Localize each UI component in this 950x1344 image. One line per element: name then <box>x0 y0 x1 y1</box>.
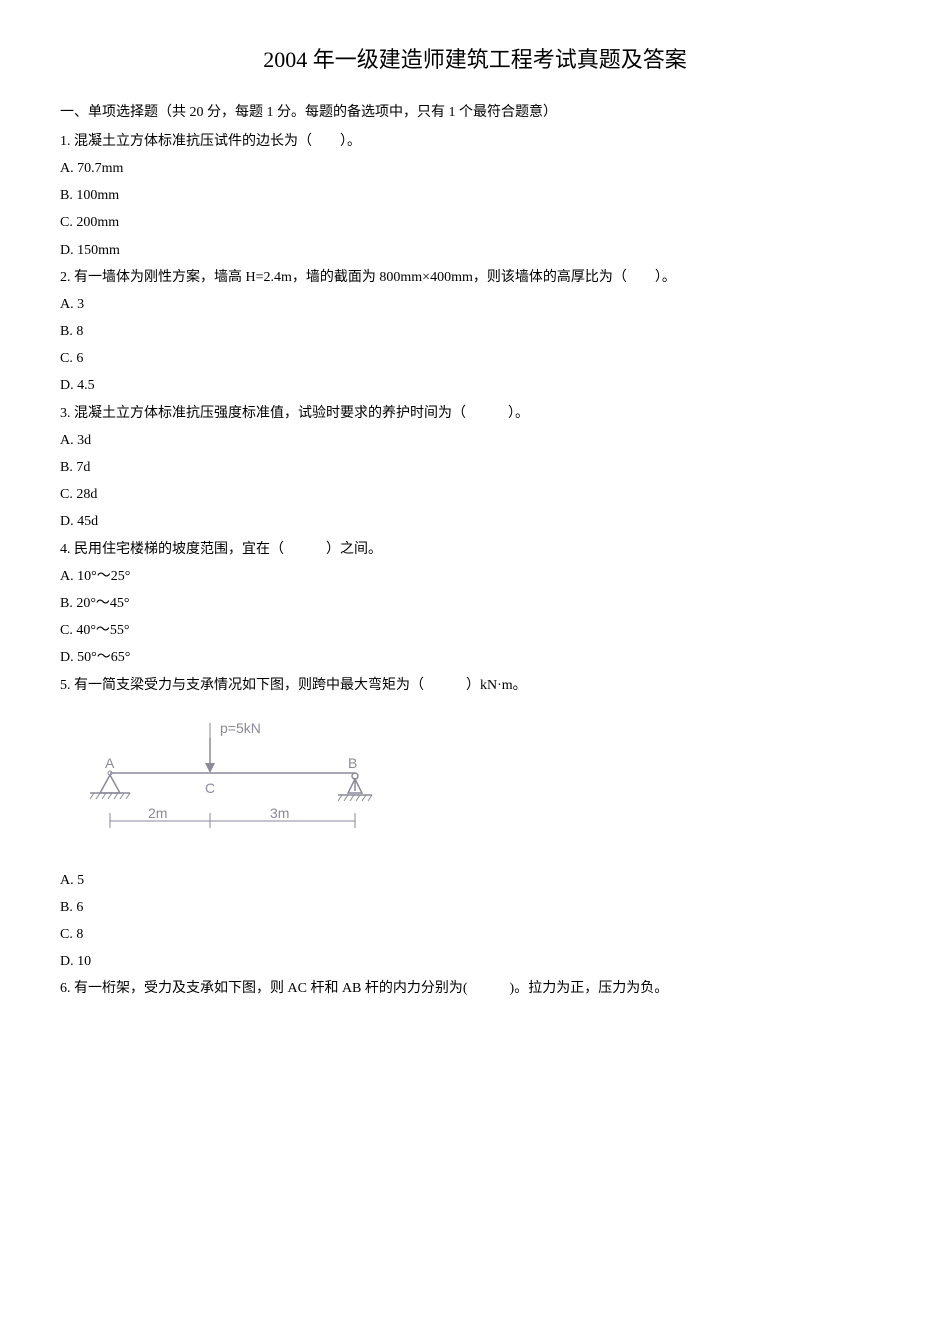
dim-left-label: 2m <box>148 805 167 821</box>
hatch-a-1 <box>90 793 94 799</box>
hatch-a-6 <box>120 793 124 799</box>
question-3: 3. 混凝土立方体标准抗压强度标准值，试验时要求的养护时间为（ ）。 <box>60 401 890 426</box>
point-c-label: C <box>205 780 215 796</box>
q1-option-c: C. 200mm <box>60 210 890 235</box>
q2-option-a: A. 3 <box>60 292 890 317</box>
q4-option-c: C. 40°～55° <box>60 618 890 643</box>
q2-option-d: D. 4.5 <box>60 373 890 398</box>
q5-option-a: A. 5 <box>60 868 890 893</box>
q4-option-d: D. 50°～65° <box>60 645 890 670</box>
force-arrow-head <box>205 763 215 773</box>
question-6: 6. 有一桁架，受力及支承如下图，则 AC 杆和 AB 杆的内力分别为( )。拉… <box>60 976 890 1001</box>
force-label: p=5kN <box>220 720 261 736</box>
q2-option-c: C. 6 <box>60 346 890 371</box>
q1-option-d: D. 150mm <box>60 238 890 263</box>
point-b-label: B <box>348 755 357 771</box>
q5-option-b: B. 6 <box>60 895 890 920</box>
q1-option-b: B. 100mm <box>60 183 890 208</box>
q5-option-d: D. 10 <box>60 949 890 974</box>
hatch-b-2 <box>344 795 348 801</box>
beam-diagram: p=5kN A B C <box>80 713 890 853</box>
hatch-b-3 <box>350 795 354 801</box>
q3-option-c: C. 28d <box>60 482 890 507</box>
hatch-b-1 <box>338 795 342 801</box>
hatch-b-4 <box>356 795 360 801</box>
page-title: 2004 年一级建造师建筑工程考试真题及答案 <box>60 40 890 80</box>
dim-right-label: 3m <box>270 805 289 821</box>
q3-option-b: B. 7d <box>60 455 890 480</box>
q2-option-b: B. 8 <box>60 319 890 344</box>
hatch-b-6 <box>368 795 372 801</box>
point-a-label: A <box>105 755 115 771</box>
question-4: 4. 民用住宅楼梯的坡度范围，宜在（ ）之间。 <box>60 537 890 562</box>
q3-option-d: D. 45d <box>60 509 890 534</box>
question-2: 2. 有一墙体为刚性方案，墙高 H=2.4m，墙的截面为 800mm×400mm… <box>60 265 890 290</box>
hatch-a-2 <box>96 793 100 799</box>
q1-option-a: A. 70.7mm <box>60 156 890 181</box>
beam-svg: p=5kN A B C <box>80 713 400 853</box>
section-1-header: 一、单项选择题（共 20 分，每题 1 分。每题的备选项中，只有 1 个最符合题… <box>60 100 890 125</box>
q3-option-a: A. 3d <box>60 428 890 453</box>
q4-option-b: B. 20°～45° <box>60 591 890 616</box>
question-5: 5. 有一简支梁受力与支承情况如下图，则跨中最大弯矩为（ ）kN·m。 <box>60 673 890 698</box>
support-a-triangle <box>100 775 120 793</box>
hatch-a-7 <box>126 793 130 799</box>
hatch-a-3 <box>102 793 106 799</box>
q4-option-a: A. 10°～25° <box>60 564 890 589</box>
q5-option-c: C. 8 <box>60 922 890 947</box>
hatch-a-4 <box>108 793 112 799</box>
hatch-a-5 <box>114 793 118 799</box>
hatch-b-5 <box>362 795 366 801</box>
question-1: 1. 混凝土立方体标准抗压试件的边长为（ ）。 <box>60 129 890 154</box>
